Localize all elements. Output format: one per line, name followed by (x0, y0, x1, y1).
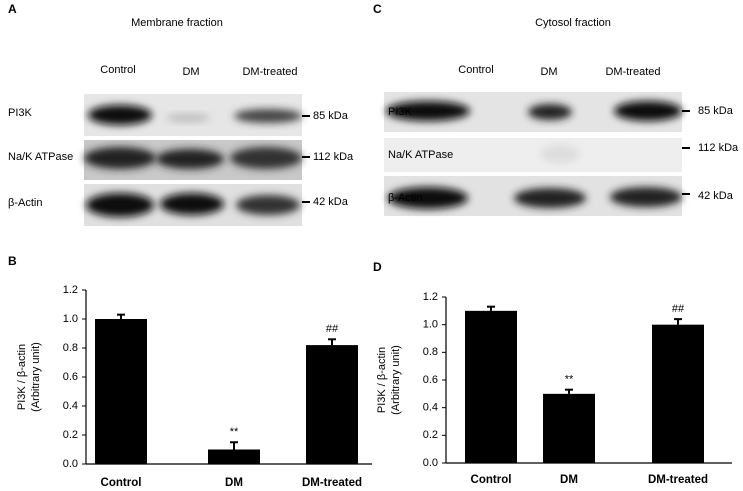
x-tick-label: DM (225, 477, 243, 489)
annotation: ** (565, 374, 574, 386)
panel-letter: B (8, 254, 17, 268)
lane-label: Control (458, 64, 493, 76)
row-label: β-Actin (8, 197, 42, 209)
size-label: 42 kDa (698, 190, 734, 202)
panel-letter: C (373, 2, 382, 16)
bar (543, 393, 595, 463)
y-tick-label: 0.2 (423, 429, 438, 441)
lane-label: DM-treated (242, 66, 297, 78)
lane-label: DM (540, 66, 557, 78)
annotation: ** (230, 426, 239, 438)
y-tick-label: 0.6 (423, 374, 438, 386)
y-tick-label: 0.0 (63, 458, 78, 470)
annotation: ## (326, 323, 339, 335)
y-tick-label: 0.0 (423, 457, 438, 469)
size-label: 42 kDa (313, 196, 349, 208)
y-tick-label: 0.2 (63, 429, 78, 441)
lane-label: Control (100, 64, 135, 76)
y-tick-label: 0.4 (63, 400, 78, 412)
y-axis-label: (Arbitrary unit) (390, 345, 402, 415)
size-label: 112 kDa (313, 151, 354, 163)
panel-letter: D (373, 260, 382, 274)
x-tick-label: DM (560, 474, 578, 486)
y-tick-label: 1.2 (423, 291, 438, 303)
size-label: 85 kDa (313, 110, 349, 122)
y-tick-label: 0.8 (423, 346, 438, 358)
panel-letter: A (8, 2, 17, 16)
x-tick-label: DM-treated (302, 477, 362, 489)
row-label: Na/K ATPase (8, 151, 73, 163)
row-label: Na/K ATPase (388, 149, 453, 161)
y-tick-label: 0.4 (423, 402, 438, 414)
y-axis-label: PI3K / β-actin (376, 347, 388, 413)
y-tick-label: 1.2 (63, 284, 78, 296)
bar (208, 449, 260, 464)
y-axis-label: PI3K / β-actin (16, 344, 28, 410)
x-tick-label: DM-treated (648, 474, 708, 486)
bar (465, 310, 517, 463)
y-tick-label: 0.8 (63, 342, 78, 354)
y-tick-label: 1.0 (423, 319, 438, 331)
x-tick-label: Control (471, 474, 512, 486)
row-label: β-Actin (388, 192, 422, 204)
row-label: PI3K (8, 107, 33, 119)
y-tick-label: 1.0 (63, 313, 78, 325)
y-axis-label: (Arbitrary unit) (30, 342, 42, 412)
size-label: 85 kDa (698, 105, 734, 117)
blot-a (84, 94, 310, 226)
blot-c (384, 92, 690, 216)
bar (306, 345, 358, 464)
size-label: 112 kDa (698, 142, 739, 154)
bar (652, 324, 704, 463)
x-tick-label: Control (101, 477, 142, 489)
lane-label: DM (182, 66, 199, 78)
blot-title: Membrane fraction (131, 17, 223, 29)
row-label: PI3K (388, 106, 413, 118)
bar (95, 319, 147, 464)
lane-label: DM-treated (605, 66, 660, 78)
annotation: ## (672, 303, 685, 315)
blot-title: Cytosol fraction (535, 17, 611, 29)
y-tick-label: 0.6 (63, 371, 78, 383)
